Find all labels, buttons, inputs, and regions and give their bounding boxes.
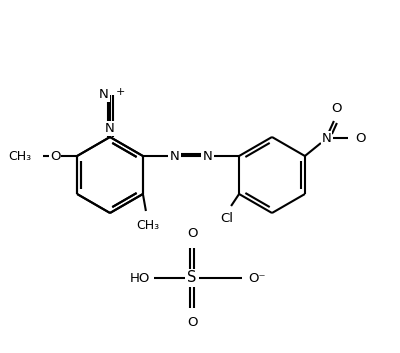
Text: O⁻: O⁻ — [248, 271, 266, 285]
Text: N: N — [105, 122, 115, 135]
Text: N: N — [322, 132, 332, 144]
Text: N: N — [170, 150, 180, 162]
Text: O: O — [187, 227, 197, 240]
Text: O: O — [355, 132, 366, 144]
Text: N: N — [202, 150, 212, 162]
Text: S: S — [187, 270, 197, 286]
Text: N: N — [99, 89, 109, 102]
Text: O: O — [187, 316, 197, 329]
Text: CH₃: CH₃ — [136, 219, 160, 232]
Text: O: O — [50, 150, 60, 162]
Text: HO: HO — [130, 271, 150, 285]
Text: +: + — [116, 87, 125, 97]
Text: O: O — [332, 102, 342, 115]
Text: Cl: Cl — [220, 212, 234, 225]
Text: CH₃: CH₃ — [8, 150, 31, 162]
